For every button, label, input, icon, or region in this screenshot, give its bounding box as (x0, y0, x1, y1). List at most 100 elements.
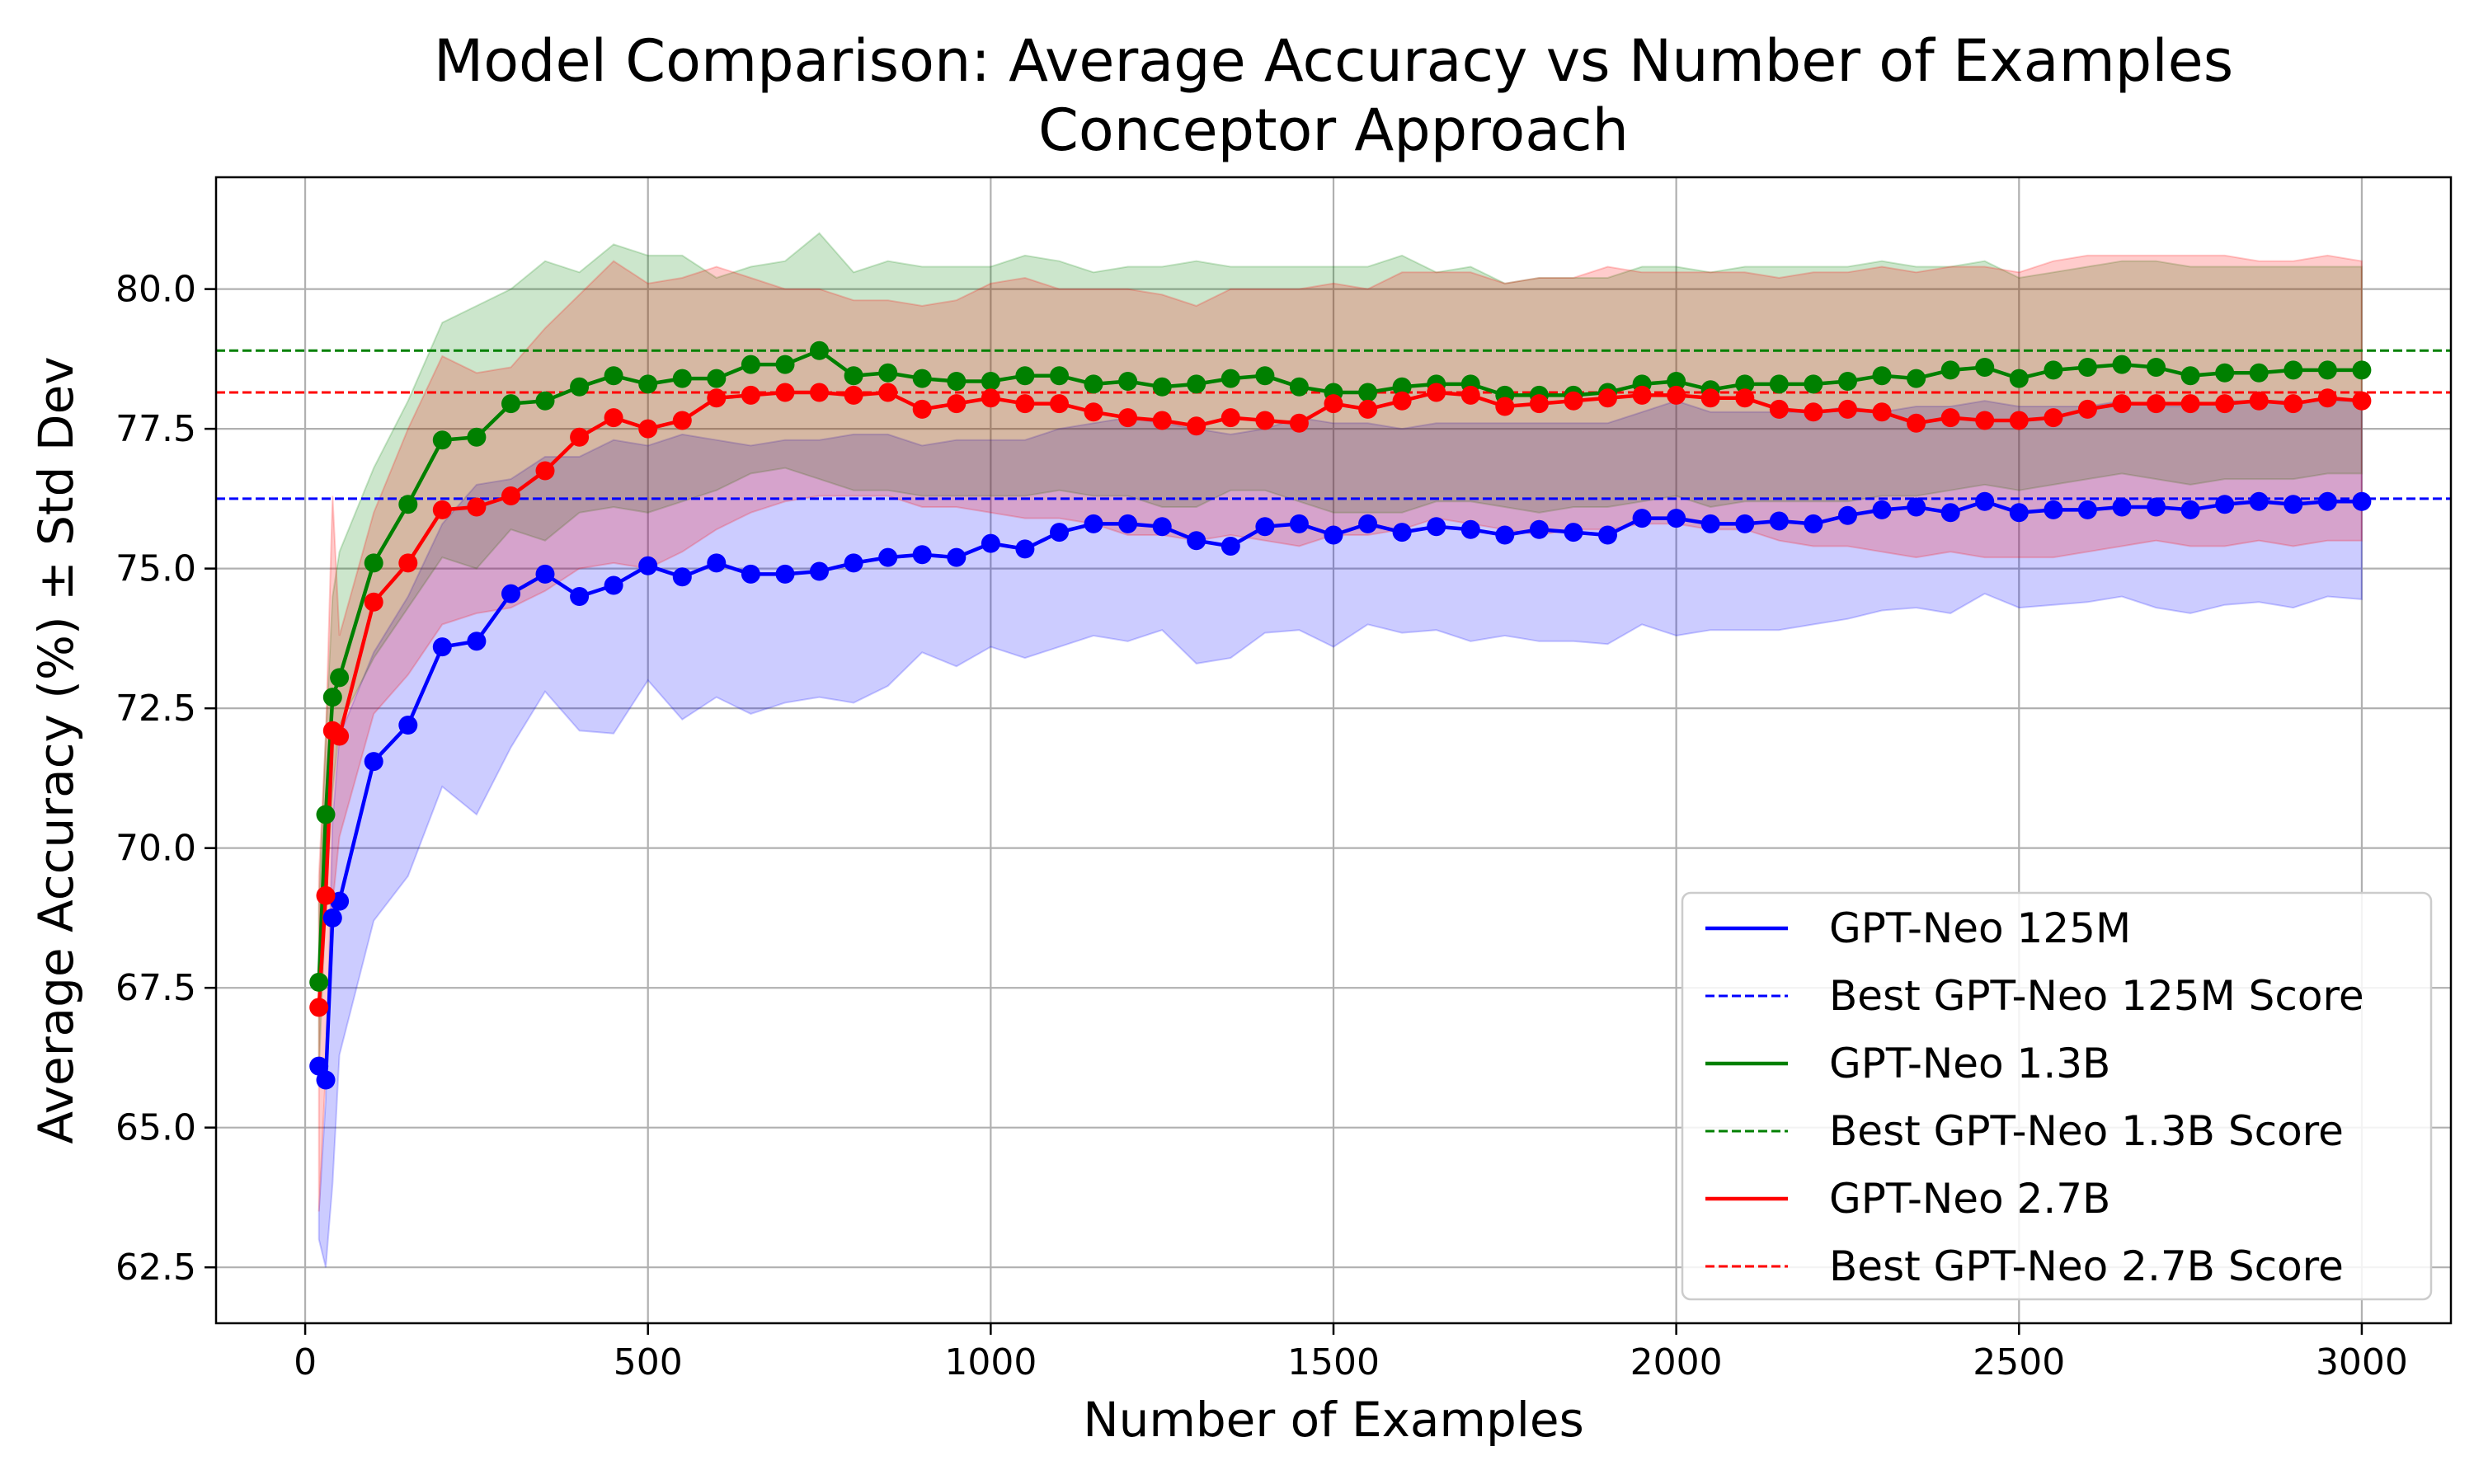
data-point-gpt-neo-1-3b (2009, 369, 2029, 388)
data-point-gpt-neo-125m (775, 564, 795, 584)
data-point-gpt-neo-1-3b (912, 369, 932, 388)
data-point-gpt-neo-125m (1118, 514, 1138, 533)
data-point-gpt-neo-2-7b (330, 726, 350, 746)
data-point-gpt-neo-125m (1084, 514, 1103, 533)
data-point-gpt-neo-125m (844, 553, 863, 573)
data-point-gpt-neo-2-7b (1289, 413, 1309, 433)
data-point-gpt-neo-2-7b (1358, 399, 1378, 419)
y-tick-label: 80.0 (115, 269, 196, 311)
data-point-gpt-neo-2-7b (878, 383, 898, 402)
data-point-gpt-neo-2-7b (741, 385, 760, 405)
data-point-gpt-neo-125m (1872, 500, 1892, 519)
chart-title: Model Comparison: Average Accuracy vs Nu… (434, 27, 2233, 95)
data-point-gpt-neo-125m (1015, 539, 1035, 559)
data-point-gpt-neo-2-7b (672, 411, 692, 430)
x-tick-label: 0 (294, 1341, 317, 1383)
data-point-gpt-neo-1-3b (1940, 360, 1960, 380)
data-point-gpt-neo-1-3b (1667, 372, 1686, 391)
data-point-gpt-neo-125m (364, 752, 383, 772)
data-point-gpt-neo-2-7b (1700, 388, 1720, 408)
data-point-gpt-neo-125m (1804, 514, 1823, 533)
data-point-gpt-neo-1-3b (1804, 374, 1823, 394)
data-point-gpt-neo-125m (535, 564, 555, 584)
data-point-gpt-neo-1-3b (1221, 369, 1240, 388)
data-point-gpt-neo-125m (1495, 525, 1515, 545)
data-point-gpt-neo-1-3b (1084, 374, 1103, 394)
data-point-gpt-neo-1-3b (316, 805, 336, 824)
data-point-gpt-neo-125m (501, 584, 520, 603)
data-point-gpt-neo-125m (2112, 497, 2132, 517)
data-point-gpt-neo-2-7b (1255, 411, 1275, 430)
data-point-gpt-neo-125m (2180, 500, 2200, 519)
data-point-gpt-neo-1-3b (2317, 360, 2337, 380)
data-point-gpt-neo-2-7b (912, 399, 932, 419)
data-point-gpt-neo-2-7b (1564, 391, 1583, 411)
data-point-gpt-neo-2-7b (1221, 408, 1240, 428)
data-point-gpt-neo-125m (1907, 497, 1926, 517)
data-point-gpt-neo-125m (1358, 514, 1378, 533)
data-point-gpt-neo-125m (2249, 491, 2269, 511)
data-point-gpt-neo-2-7b (1050, 394, 1069, 414)
data-point-gpt-neo-125m (638, 556, 658, 575)
data-point-gpt-neo-2-7b (1427, 383, 1446, 402)
y-tick-label: 65.0 (115, 1107, 196, 1149)
x-tick-label: 1500 (1287, 1341, 1380, 1383)
data-point-gpt-neo-2-7b (1872, 402, 1892, 422)
data-point-gpt-neo-1-3b (309, 972, 329, 992)
data-point-gpt-neo-1-3b (1872, 366, 1892, 386)
legend-label: Best GPT-Neo 1.3B Score (1829, 1107, 2344, 1155)
data-point-gpt-neo-1-3b (844, 366, 863, 386)
data-point-gpt-neo-125m (2077, 500, 2097, 519)
y-tick-label: 67.5 (115, 967, 196, 1009)
data-point-gpt-neo-125m (947, 547, 967, 567)
data-point-gpt-neo-2-7b (638, 419, 658, 439)
data-point-gpt-neo-125m (1427, 517, 1446, 537)
legend: GPT-Neo 125M Best GPT-Neo 125M Score GPT-N… (1681, 891, 2433, 1301)
data-point-gpt-neo-125m (707, 553, 727, 573)
data-point-gpt-neo-1-3b (2249, 363, 2269, 383)
data-point-gpt-neo-125m (432, 637, 452, 657)
data-point-gpt-neo-125m (316, 1070, 336, 1090)
data-point-gpt-neo-1-3b (2044, 360, 2063, 380)
legend-box (1681, 891, 2433, 1301)
data-point-gpt-neo-1-3b (432, 430, 452, 450)
data-point-gpt-neo-125m (1975, 491, 1995, 511)
data-point-gpt-neo-1-3b (707, 369, 727, 388)
data-point-gpt-neo-1-3b (2352, 360, 2372, 380)
data-point-gpt-neo-2-7b (810, 383, 829, 402)
data-point-gpt-neo-1-3b (398, 495, 418, 514)
data-point-gpt-neo-125m (1050, 523, 1069, 542)
data-point-gpt-neo-1-3b (1975, 358, 1995, 377)
data-point-gpt-neo-1-3b (322, 688, 342, 707)
data-point-gpt-neo-1-3b (604, 366, 623, 386)
data-point-gpt-neo-2-7b (775, 383, 795, 402)
std-bands (317, 232, 2363, 1268)
data-point-gpt-neo-125m (1392, 523, 1412, 542)
std-band-gpt-neo-2-7b (317, 254, 2363, 1212)
data-point-gpt-neo-125m (2215, 495, 2235, 514)
data-point-gpt-neo-2-7b (1324, 394, 1343, 414)
x-axis-label: Number of Examples (1083, 1392, 1584, 1448)
data-point-gpt-neo-2-7b (570, 427, 590, 447)
x-tick-label: 2000 (1630, 1341, 1723, 1383)
data-point-gpt-neo-1-3b (741, 355, 760, 374)
series-markers (309, 340, 2372, 1090)
data-point-gpt-neo-125m (1667, 509, 1686, 528)
data-point-gpt-neo-2-7b (604, 408, 623, 428)
data-point-gpt-neo-2-7b (1838, 399, 1857, 419)
data-point-gpt-neo-1-3b (570, 377, 590, 397)
data-point-gpt-neo-2-7b (1804, 402, 1823, 422)
legend-label: Best GPT-Neo 125M Score (1829, 972, 2364, 1020)
data-point-gpt-neo-125m (878, 547, 898, 567)
y-axis-label: Average Accuracy (%) ± Std Dev (28, 356, 84, 1144)
data-point-gpt-neo-125m (2352, 491, 2372, 511)
data-point-gpt-neo-2-7b (501, 486, 520, 505)
y-tick-label: 62.5 (115, 1247, 196, 1289)
data-point-gpt-neo-1-3b (672, 369, 692, 388)
data-point-gpt-neo-2-7b (1495, 397, 1515, 416)
data-point-gpt-neo-2-7b (2352, 391, 2372, 411)
x-tick-label: 3000 (2316, 1341, 2408, 1383)
data-point-gpt-neo-125m (322, 908, 342, 928)
data-point-gpt-neo-125m (1221, 537, 1240, 556)
